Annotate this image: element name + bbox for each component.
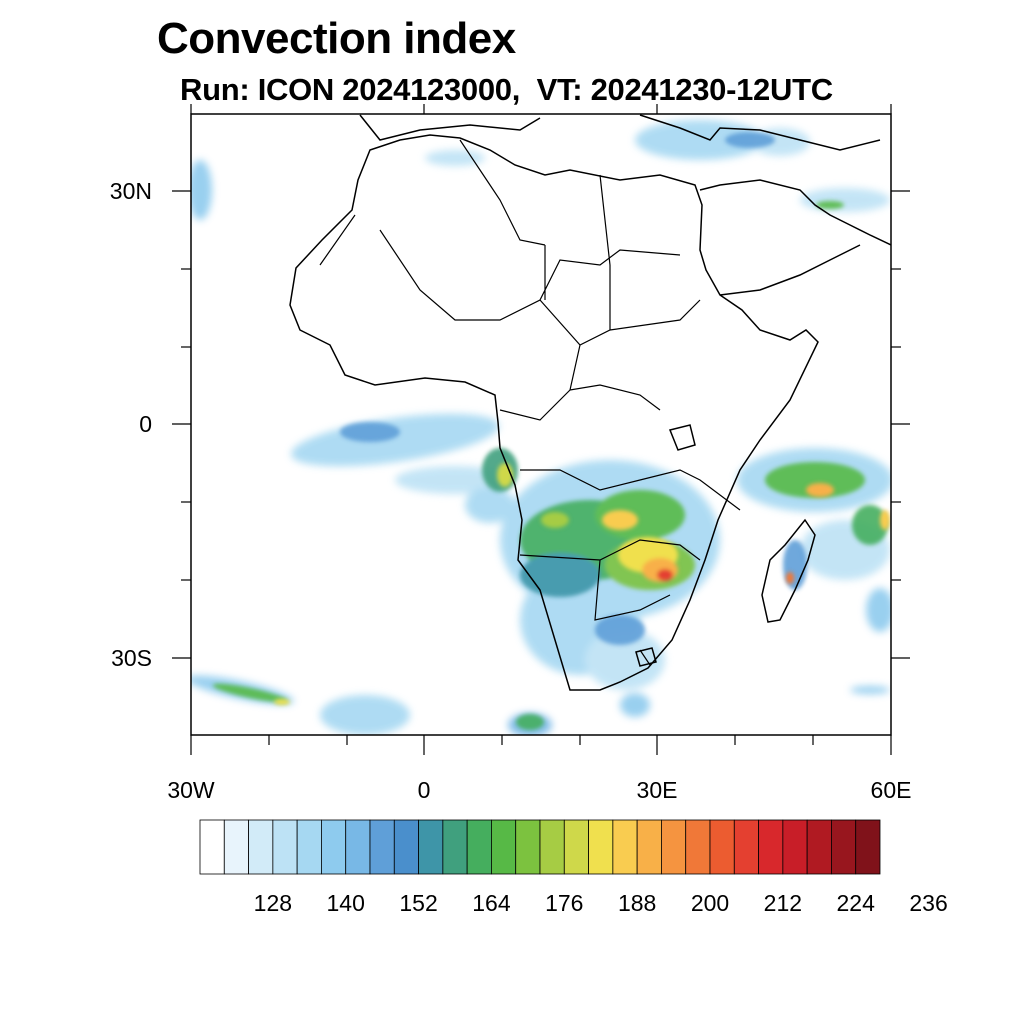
colorbar-swatch <box>491 819 517 875</box>
colorbar-swatch <box>442 819 468 875</box>
europe-coastline <box>359 114 881 151</box>
field-high <box>274 463 890 705</box>
colorbar-swatch <box>272 819 298 875</box>
colorbar-swatch <box>855 819 881 875</box>
colorbar-tick-label: 140 <box>327 890 365 916</box>
field-low <box>191 120 891 735</box>
lesotho <box>635 647 657 667</box>
colorbar-tick-label: 176 <box>545 890 583 916</box>
colorbar-swatch <box>661 819 687 875</box>
chart-subtitle: Run: ICON 2024123000, VT: 20241230-12UTC <box>180 72 833 107</box>
africa-coastline <box>289 134 819 691</box>
colorbar-tick-label: 164 <box>472 890 511 916</box>
colorbar-swatch <box>418 819 444 875</box>
colorbar-tick-label: 200 <box>691 890 729 916</box>
map-ticks <box>172 104 910 755</box>
lat-label-30n: 30N <box>110 178 152 204</box>
colorbar-swatch <box>345 819 371 875</box>
colorbar-tick-label: 212 <box>764 890 802 916</box>
colorbar-swatch <box>831 819 857 875</box>
colorbar-tick-label: 188 <box>618 890 656 916</box>
colorbar-swatch <box>321 819 347 875</box>
colorbar-swatch <box>515 819 541 875</box>
colorbar-swatch <box>393 819 419 875</box>
lake-victoria <box>668 424 696 451</box>
colorbar-swatch <box>539 819 565 875</box>
lon-label-30w: 30W <box>167 777 215 803</box>
colorbar-swatch <box>199 819 225 875</box>
lon-label-30e: 30E <box>637 777 678 803</box>
lat-label-30s: 30S <box>111 645 152 671</box>
chart-title: Convection index <box>157 14 516 63</box>
borders <box>319 139 741 666</box>
colorbar-tick-label: 224 <box>837 890 876 916</box>
colorbar-swatch <box>466 819 492 875</box>
colorbar-swatch <box>636 819 662 875</box>
colorbar-swatch <box>733 819 759 875</box>
arabia-coastline <box>699 179 891 296</box>
colorbar-tick-label: 152 <box>399 890 437 916</box>
colorbar-swatch <box>709 819 735 875</box>
colorbar-swatch <box>296 819 322 875</box>
colorbar-labels: 128 140 152 164 176 188 200 212 224 236 <box>254 890 948 916</box>
colorbar-swatch <box>782 819 808 875</box>
convection-field <box>191 120 891 735</box>
colorbar-swatch <box>685 819 711 875</box>
colorbar-swatch <box>758 819 784 875</box>
colorbar-tick-label: 236 <box>909 890 947 916</box>
colorbar-tick-label: 128 <box>254 890 292 916</box>
coastlines <box>289 114 891 691</box>
colorbar-swatch <box>563 819 589 875</box>
lat-label-0: 0 <box>139 411 152 437</box>
lon-label-60e: 60E <box>871 777 912 803</box>
colorbar-swatch <box>612 819 638 875</box>
colorbar-swatch <box>248 819 274 875</box>
madagascar-coastline <box>761 518 816 623</box>
colorbar-swatch <box>588 819 614 875</box>
lon-label-0: 0 <box>418 777 431 803</box>
colorbar <box>199 819 881 875</box>
colorbar-swatch <box>806 819 832 875</box>
colorbar-swatch <box>369 819 395 875</box>
colorbar-swatch <box>223 819 249 875</box>
